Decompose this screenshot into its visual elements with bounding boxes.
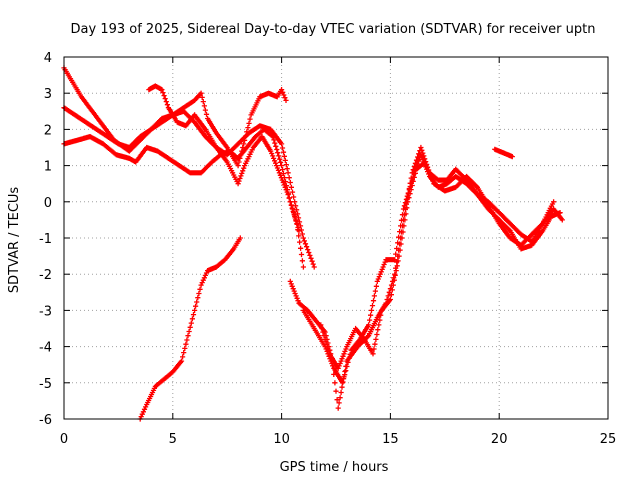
x-tick-label: 10 — [273, 432, 290, 447]
data-points-path — [318, 159, 557, 371]
series-trace-5 — [137, 235, 243, 422]
series-trace-9 — [492, 146, 515, 160]
y-tick-label: 4 — [44, 51, 52, 66]
series-trace-6 — [287, 144, 563, 411]
x-axis-label: GPS time / hours — [280, 460, 389, 475]
y-tick-label: 2 — [44, 123, 52, 138]
x-tick-label: 25 — [600, 432, 617, 447]
series-trace-2 — [61, 105, 317, 270]
axis-ticks: 0 5 10 15 20 25 -6 -5 -4 -3 -2 -1 0 1 2 3 4 — [39, 51, 616, 447]
data-points — [61, 65, 565, 422]
chart-title: Day 193 of 2025, Sidereal Day-to-day VTE… — [71, 22, 596, 37]
y-axis-label: SDTVAR / TECUs — [7, 187, 22, 294]
data-points-path — [61, 105, 317, 270]
x-tick-label: 15 — [382, 432, 399, 447]
x-tick-label: 0 — [60, 432, 68, 447]
series-trace-4 — [146, 83, 306, 270]
data-points-path — [137, 235, 243, 422]
data-points-path — [146, 83, 306, 270]
x-tick-label: 5 — [169, 432, 177, 447]
x-tick-label: 20 — [491, 432, 508, 447]
series-trace-7 — [300, 152, 565, 386]
y-tick-label: 1 — [44, 160, 52, 175]
y-tick-label: 0 — [44, 196, 52, 211]
y-tick-label: 3 — [44, 87, 52, 102]
y-tick-label: -5 — [39, 377, 52, 392]
series-trace-8 — [318, 159, 557, 371]
data-points-path — [287, 144, 563, 411]
data-points-path — [492, 146, 515, 160]
y-tick-label: -6 — [39, 413, 52, 428]
grid — [64, 57, 608, 419]
y-tick-label: -3 — [39, 304, 52, 319]
y-tick-label: -2 — [39, 268, 52, 283]
y-tick-label: -1 — [39, 232, 52, 247]
y-tick-label: -4 — [39, 341, 52, 356]
data-points-path — [300, 152, 565, 386]
